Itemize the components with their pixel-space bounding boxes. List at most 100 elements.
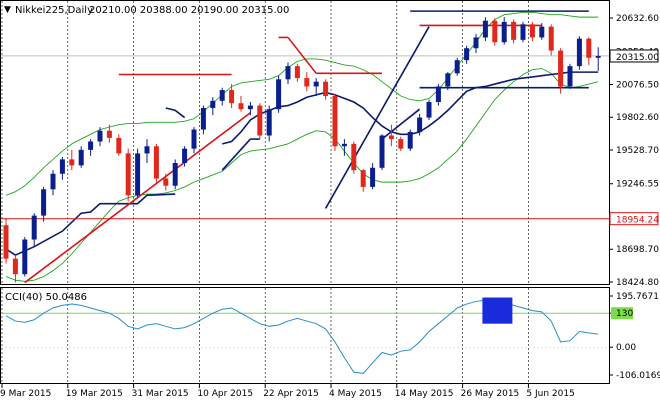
candle-body (144, 146, 150, 154)
x-tick-label: 5 Jun 2015 (526, 389, 574, 399)
candle-body (31, 215, 37, 240)
blue-trendline[interactable] (221, 138, 251, 171)
candle-body (182, 148, 188, 163)
red-trendline[interactable] (287, 36, 317, 74)
bollinger-layer (5, 11, 599, 282)
ohlc-values: 20210.00 20388.00 20190.00 20315.00 (89, 5, 289, 16)
bollinger-upper-band (5, 11, 599, 196)
candle-body (294, 66, 300, 79)
candle-body (78, 149, 84, 166)
candle-body (285, 66, 291, 80)
candle-body (238, 103, 244, 110)
candle-body (595, 55, 601, 58)
candle-body (388, 135, 394, 140)
candle-body (313, 81, 319, 87)
candle-body (407, 131, 413, 149)
candle-body (567, 66, 573, 87)
candle-body (529, 24, 535, 38)
blue-trendline[interactable] (381, 108, 421, 140)
candle-body (135, 153, 141, 196)
cci-layer (1, 297, 609, 374)
x-tick-label: 10 Apr 2015 (197, 389, 253, 399)
candle-body (153, 146, 159, 179)
cci-y-tick-label: 130 (616, 309, 633, 319)
candle-body (266, 109, 272, 136)
candle-body (341, 143, 347, 147)
y-tick-label: 19802.60 (616, 113, 659, 123)
support-level-label: 18954.24 (616, 216, 659, 226)
y-tick-label: 20632.60 (616, 14, 659, 24)
candle-body (172, 162, 178, 186)
candle-body (464, 48, 470, 61)
candle-body (191, 129, 197, 149)
candle-body (22, 239, 28, 275)
candle-body (398, 139, 404, 149)
candle-body (426, 102, 432, 118)
candle-body (323, 81, 329, 97)
cci-y-tick-label: -106.0169 (616, 371, 660, 381)
x-tick-label: 9 Mar 2015 (0, 389, 51, 399)
blue-trendline[interactable] (324, 26, 430, 209)
candle-body (370, 167, 376, 187)
candle-body (97, 130, 103, 142)
moving-average-early-line (5, 193, 176, 256)
candle-body (548, 26, 554, 51)
candle-body (539, 26, 545, 38)
candle-body (257, 105, 263, 136)
red-trendline[interactable] (24, 112, 251, 284)
cci-level-marker (611, 307, 633, 320)
candle-body (247, 105, 253, 110)
price-panel-frame (0, 0, 610, 285)
current-price-label: 20315.00 (616, 53, 659, 63)
y-tick-label: 19528.70 (616, 146, 659, 156)
candle-body (12, 258, 18, 275)
candle-body (88, 141, 94, 150)
candle-body (41, 189, 47, 216)
candle-body (520, 24, 526, 40)
candle-body (332, 96, 338, 147)
x-tick-label: 22 Apr 2015 (263, 389, 319, 399)
candle-body (473, 37, 479, 49)
candle-body (417, 117, 423, 132)
candle-body (276, 79, 282, 110)
candle-body (492, 20, 498, 43)
candle-body (586, 38, 592, 58)
candle-body (435, 86, 441, 103)
cci-title: CCI(40) 50.0486 (5, 292, 87, 303)
candle-body (219, 90, 225, 101)
dropdown-arrow-icon[interactable]: ▼ (4, 5, 11, 15)
candle-body (69, 159, 75, 166)
price-axis[interactable]: 20632.6020350.4020076.5019802.6019528.70… (609, 14, 660, 381)
candle-body (360, 170, 366, 187)
y-tick-label: 19246.55 (616, 180, 659, 190)
candle-body (229, 90, 235, 104)
x-tick-label: 31 Mar 2015 (132, 389, 189, 399)
candle-body (163, 178, 169, 186)
cci-highlight-box (482, 297, 513, 324)
candle-body (125, 153, 131, 196)
candle-body (59, 159, 65, 174)
y-tick-label: 18698.70 (616, 245, 659, 255)
candle-body (454, 60, 460, 74)
cci-panel-frame (0, 287, 610, 384)
y-tick-label: 18424.80 (616, 278, 659, 288)
candle-body (304, 78, 310, 87)
cci-y-tick-label: 195.7671 (616, 292, 659, 302)
candle-body (351, 143, 357, 171)
candle-body (50, 173, 56, 190)
support-level-marker (609, 212, 659, 226)
candle-body (200, 107, 206, 130)
time-axis[interactable]: 9 Mar 2015 19 Mar 2015 31 Mar 2015 10 Apr 2… (0, 383, 575, 399)
cci-y-tick-label: 0.00 (616, 343, 636, 353)
bollinger-lower-band (5, 68, 599, 282)
candle-body (511, 21, 517, 40)
candle-body (379, 135, 385, 168)
x-tick-label: 26 May 2015 (461, 389, 520, 399)
symbol-label: Nikkei225,Daily (15, 5, 93, 16)
candles-layer (3, 17, 601, 283)
candle-body (501, 21, 507, 43)
y-tick-label: 20076.50 (616, 80, 659, 90)
candle-body (106, 130, 112, 138)
